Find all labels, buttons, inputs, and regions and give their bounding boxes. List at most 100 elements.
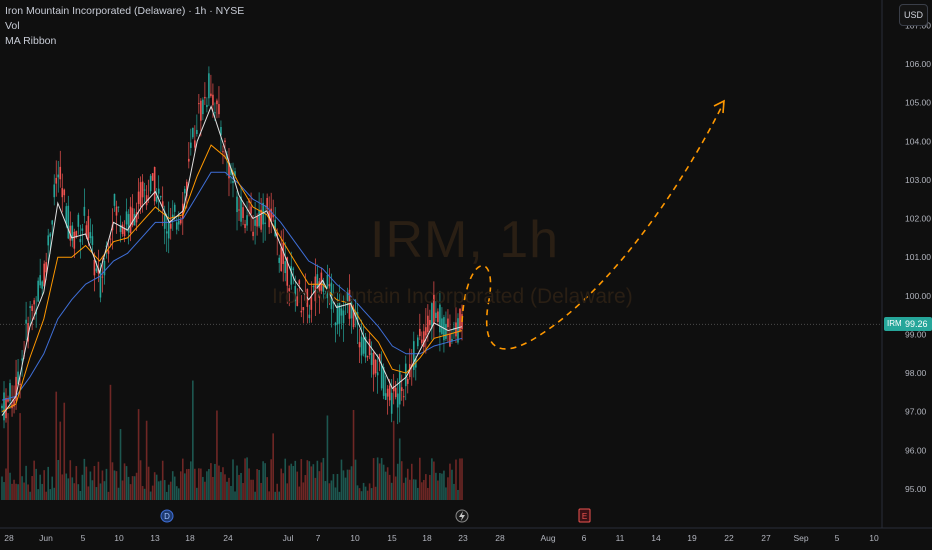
volume-bar — [421, 482, 423, 500]
ma-mid-line — [1, 144, 463, 413]
volume-bar — [59, 421, 62, 500]
candle-body — [368, 338, 371, 356]
y-tick-label: 95.00 — [905, 484, 927, 494]
volume-bar — [288, 465, 291, 500]
lightning-bolt-icon — [459, 511, 465, 521]
volume-bar — [65, 473, 68, 500]
candle-body — [374, 359, 377, 374]
legend-ma-ribbon[interactable]: MA Ribbon — [5, 35, 57, 47]
volume-bar — [151, 485, 154, 500]
volume-bar — [226, 481, 228, 500]
volume-bar — [330, 480, 333, 500]
candle-body — [224, 140, 226, 143]
x-tick-label: Jul — [283, 533, 294, 543]
volume-bar — [161, 460, 164, 500]
candle-body — [427, 315, 429, 333]
volume-bar — [362, 482, 365, 500]
candle-body — [123, 228, 126, 237]
candle-body — [378, 354, 381, 362]
volume-bar — [121, 480, 124, 500]
volume-bar — [302, 482, 305, 500]
volume-bar — [113, 470, 116, 500]
candle-body — [447, 318, 449, 328]
y-tick-label: 102.00 — [905, 214, 931, 224]
volume-bar — [435, 472, 437, 500]
candle-body — [256, 216, 258, 227]
volume-bar — [294, 460, 297, 500]
candle-body — [340, 308, 343, 316]
volume-bar — [15, 483, 17, 500]
candle-body — [338, 302, 341, 324]
volume-bar — [304, 475, 307, 500]
candle-body — [153, 166, 156, 202]
candle-body — [188, 158, 190, 162]
volume-bar — [443, 470, 445, 500]
candle-body — [21, 358, 23, 361]
volume-bar — [260, 482, 262, 500]
candle-body — [356, 311, 359, 326]
candle-body — [423, 331, 425, 347]
candle-body — [354, 311, 357, 317]
volume-bar — [7, 413, 9, 500]
candle-body — [336, 305, 339, 325]
volume-bar — [252, 479, 254, 500]
legend-title[interactable]: Iron Mountain Incorporated (Delaware) · … — [5, 5, 245, 17]
candle-body — [437, 311, 439, 322]
volume-bar — [248, 468, 250, 500]
currency-button[interactable]: USD — [899, 4, 928, 26]
volume-bar — [208, 468, 210, 500]
volume-bar — [85, 466, 88, 500]
volume-bar — [115, 471, 118, 500]
y-tick-label: 101.00 — [905, 252, 931, 262]
candle-body — [59, 166, 62, 180]
candle-body — [45, 262, 47, 273]
volume-bar — [246, 457, 248, 500]
volume-bar — [5, 468, 7, 500]
candle-body — [290, 266, 293, 285]
volume-bar — [298, 486, 301, 500]
candle-body — [402, 396, 405, 398]
volume-bar — [11, 483, 13, 500]
candle-body — [386, 388, 389, 397]
volume-bar — [107, 491, 110, 500]
volume-bar — [139, 460, 142, 500]
candle-body — [85, 225, 88, 237]
volume-bar — [282, 473, 285, 500]
volume-bar — [439, 473, 441, 500]
candle-body — [5, 397, 7, 419]
candle-body — [99, 269, 102, 298]
candle-body — [222, 151, 224, 153]
candle-body — [286, 257, 289, 286]
volume-bar — [192, 380, 194, 500]
candle-body — [133, 214, 136, 226]
volume-bar — [101, 470, 104, 500]
candle-body — [155, 197, 158, 202]
volume-bar — [181, 458, 184, 500]
candle-body — [390, 392, 393, 414]
volume-bar — [378, 463, 381, 500]
volume-bar — [404, 477, 407, 500]
volume-bar — [410, 463, 413, 500]
candle-body — [238, 209, 240, 211]
chart-legend: Iron Mountain Incorporated (Delaware) · … — [5, 4, 244, 49]
candle-body — [298, 280, 301, 284]
volume-bar — [326, 415, 329, 500]
candle-body — [57, 174, 60, 178]
legend-volume[interactable]: Vol — [5, 20, 20, 32]
volume-bar — [240, 472, 242, 500]
volume-bar — [264, 463, 266, 500]
candle-body — [282, 242, 285, 265]
volume-bar — [196, 487, 198, 500]
volume-bar — [320, 462, 323, 500]
candle-body — [212, 94, 214, 106]
volume-bar — [412, 479, 415, 500]
candle-body — [214, 112, 216, 114]
x-tick-label: 15 — [387, 533, 397, 543]
candle-body — [288, 288, 291, 292]
candle-body — [362, 337, 365, 354]
candle-body — [406, 379, 409, 384]
volume-bar — [308, 461, 311, 500]
candle-body — [47, 235, 50, 246]
volume-bar — [97, 461, 100, 500]
